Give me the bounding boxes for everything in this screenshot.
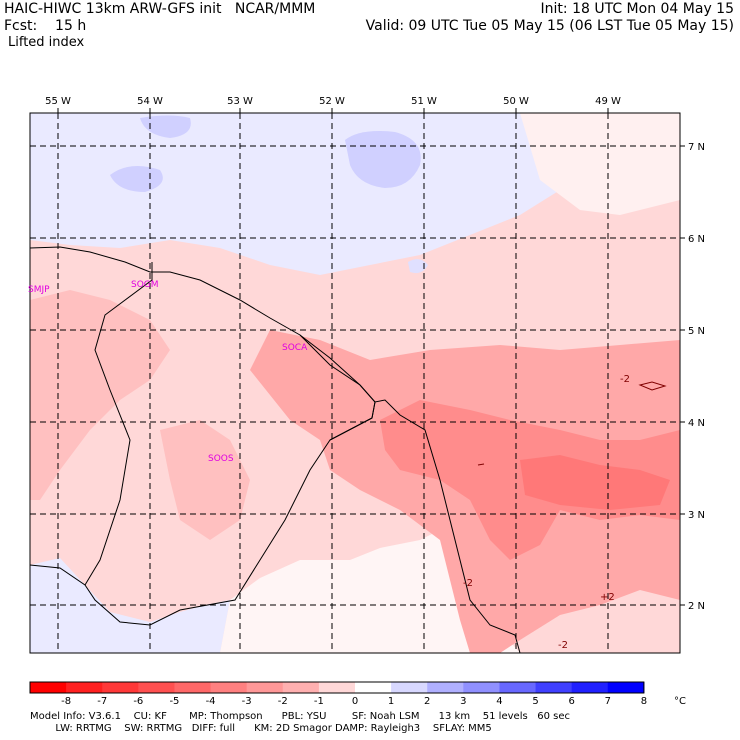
legend-tick-label: -6 bbox=[133, 696, 143, 707]
station-soca: SOCA bbox=[282, 343, 308, 353]
contour-line-small bbox=[477, 463, 485, 466]
legend-swatch bbox=[138, 682, 175, 693]
lat-label-6n: 6 N bbox=[688, 234, 705, 245]
axis-ticks bbox=[57, 108, 685, 606]
legend-swatch bbox=[246, 682, 284, 693]
legend-tick-label: 1 bbox=[388, 696, 394, 707]
station-smjp: SMJP bbox=[28, 285, 50, 295]
legend-tick-label: -1 bbox=[314, 696, 324, 707]
legend-swatch bbox=[282, 682, 320, 693]
lon-label-54w: 54 W bbox=[137, 96, 163, 107]
legend-tick-label: 4 bbox=[496, 696, 502, 707]
field-name: Lifted index bbox=[8, 35, 85, 50]
lat-lon-grid bbox=[30, 113, 680, 653]
legend-swatch bbox=[318, 682, 356, 693]
legend-swatch bbox=[391, 682, 428, 693]
legend-unit: °C bbox=[674, 696, 686, 707]
lifted-index-shading bbox=[30, 113, 680, 653]
border-suriname-west bbox=[84, 262, 153, 586]
legend-tick-label: -5 bbox=[169, 696, 179, 707]
contour-label-south: -2 bbox=[558, 640, 568, 651]
shade-pink-west bbox=[30, 290, 170, 500]
lon-label-53w: 53 W bbox=[227, 96, 253, 107]
legend-tick-label: 5 bbox=[532, 696, 538, 707]
border-suriname-guiana bbox=[30, 334, 376, 626]
legend-swatch bbox=[499, 682, 537, 693]
legend-tick-label: 6 bbox=[568, 696, 574, 707]
legend-swatch bbox=[607, 682, 645, 693]
lon-label-51w: 51 W bbox=[411, 96, 437, 107]
lon-label-49w: 49 W bbox=[595, 96, 621, 107]
coastline-and-borders bbox=[30, 246, 521, 653]
legend-swatch bbox=[210, 682, 248, 693]
legend-swatch bbox=[427, 682, 464, 693]
legend-swatch bbox=[463, 682, 500, 693]
contour-label-plus: +2 bbox=[600, 592, 615, 603]
border-guiana-brazil bbox=[329, 401, 376, 441]
legend-colorbar bbox=[29, 681, 645, 694]
legend-swatch bbox=[102, 682, 139, 693]
lat-label-3n: 3 N bbox=[688, 510, 705, 521]
legend-swatch bbox=[174, 682, 212, 693]
legend-tick-label: -3 bbox=[242, 696, 252, 707]
legend-swatch bbox=[66, 682, 103, 693]
shade-light-blue-north bbox=[30, 113, 620, 275]
contour-line-minus2 bbox=[638, 381, 667, 391]
lat-label-7n: 7 N bbox=[688, 142, 705, 153]
lon-label-52w: 52 W bbox=[319, 96, 345, 107]
init-time: Init: 18 UTC Mon 04 May 15 bbox=[540, 1, 734, 17]
lon-label-50w: 50 W bbox=[503, 96, 529, 107]
legend-tick-label: -2 bbox=[278, 696, 288, 707]
valid-time: Valid: 09 UTC Tue 05 May 15 (06 LST Tue … bbox=[365, 18, 734, 34]
legend-tick-label: 8 bbox=[641, 696, 647, 707]
shade-pink-west-2 bbox=[160, 420, 250, 540]
shade-white-northeast bbox=[520, 113, 680, 215]
legend-tick-label: -8 bbox=[61, 696, 71, 707]
plot-frame bbox=[29, 112, 681, 654]
lat-label-4n: 4 N bbox=[688, 418, 705, 429]
legend-tick-label: -4 bbox=[206, 696, 216, 707]
legend-swatch bbox=[571, 682, 609, 693]
shade-red-deep bbox=[520, 455, 670, 510]
model-info-line1: Model Info: V3.6.1 CU: KF MP: Thompson P… bbox=[30, 711, 570, 722]
contour-label-coast: -2 bbox=[463, 578, 473, 589]
legend-swatch bbox=[355, 682, 392, 693]
shade-blue-blob-4 bbox=[408, 259, 428, 274]
station-sogm: SOGM bbox=[131, 280, 159, 290]
forecast-hour: Fcst: 15 h bbox=[4, 18, 87, 34]
legend-outline bbox=[29, 681, 645, 694]
lon-label-55w: 55 W bbox=[45, 96, 71, 107]
shade-blue-blob-1 bbox=[345, 131, 421, 188]
shade-blue-blob-3 bbox=[140, 115, 191, 138]
station-soos: SOOS bbox=[208, 454, 234, 464]
legend-tick-label: 7 bbox=[605, 696, 611, 707]
legend-tick-labels: -8 -7 -6 -5 -4 -3 -2 -1 0 1 2 3 4 5 6 7 8 bbox=[61, 696, 647, 707]
legend-tick-label: -7 bbox=[97, 696, 107, 707]
legend-swatch bbox=[30, 682, 67, 693]
model-info-line2: LW: RRTMG SW: RRTMG DIFF: full KM: 2D Sm… bbox=[30, 723, 492, 734]
lat-label-5n: 5 N bbox=[688, 326, 705, 337]
model-title: HAIC-HIWC 13km ARW-GFS init NCAR/MMM bbox=[4, 1, 316, 17]
legend-swatch bbox=[535, 682, 573, 693]
legend-tick-label: 0 bbox=[352, 696, 358, 707]
legend-tick-label: 2 bbox=[424, 696, 430, 707]
legend-tick-label: 3 bbox=[460, 696, 466, 707]
contour-label-east: -2 bbox=[620, 374, 630, 385]
lat-label-2n: 2 N bbox=[688, 601, 705, 612]
